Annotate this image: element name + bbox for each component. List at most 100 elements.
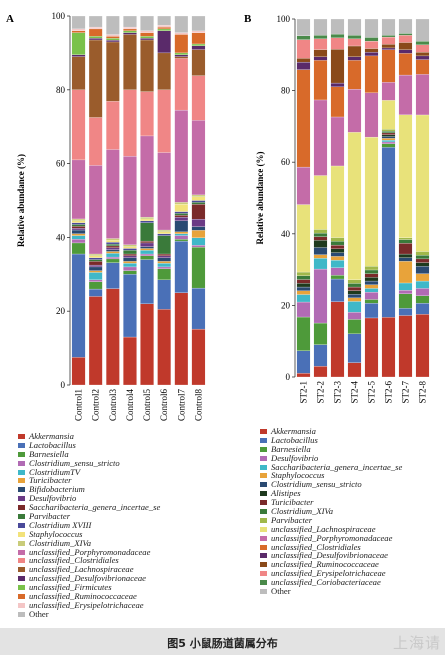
panel-a-legend-swatch [18, 593, 25, 599]
panel-a-segment-control1-unclassified-firmicutes [71, 32, 86, 55]
panel-a-segment-control3-unclassified-erysipelotrichaceae [106, 34, 120, 37]
panel-a-segment-control4-akkermansia [123, 336, 137, 386]
panel-b-bar-st2-7 [398, 18, 413, 378]
panel-b-segment-st2-2-desulfovibrio [313, 268, 328, 324]
panel-a-segment-control6-saccharibacteria-genera-incertae-se [157, 253, 171, 256]
panel-a-legend-item-parvibacter: Parvibacter [18, 512, 160, 521]
panel-b-segment-st2-7-akkermansia [398, 315, 413, 378]
panel-b-segment-st2-6-unclassified-erysipelotrichaceae [381, 36, 396, 45]
panel-a-segment-control3-clostridiumtv [106, 253, 120, 258]
panel-a-segment-control4-other [123, 15, 137, 28]
panel-b-segment-st2-5-unclassified-clostridiales [364, 55, 379, 93]
panel-b-y-tick-label-20: 20 [281, 300, 291, 310]
panel-b-segment-st2-4-desulfovibrio [347, 312, 362, 320]
panel-b-segment-st2-3-unclassified-erysipelotrichaceae [330, 37, 345, 50]
panel-a-legend-label: Clostridium_sensu_stricto [29, 457, 120, 468]
panel-a-segment-control7-turicibacter [174, 231, 189, 234]
watermark: 上海请 [392, 634, 441, 652]
panel-a-segment-control3-unclassified-ruminococcaceae [106, 36, 120, 39]
panel-a-segment-control6-bifidobacterium [157, 257, 171, 262]
panel-b-segment-st2-8-turicibacter [415, 258, 430, 263]
panel-b-segment-st2-1-staphylococcus [296, 290, 311, 295]
panel-b-segment-st2-6-staphylococcus [381, 138, 396, 141]
panel-a-segment-control7-desulfovibrio [174, 216, 189, 221]
panel-a-legend-item-clostridium-sensu-stricto: Clostridium_sensu_stricto [18, 457, 160, 468]
panel-a-x-tick-label-control2: Control2 [91, 389, 101, 421]
panel-a-legend-label: Clostridium_XIVa [29, 537, 92, 548]
panel-a-legend-swatch [18, 585, 25, 591]
panel-b-segment-st2-1-unclassified-porphyromonadaceae [296, 166, 311, 205]
panel-b-segment-st2-4-staphylococcus [347, 297, 362, 302]
panel-a-segment-control8-unclassified-firmicutes [191, 43, 206, 46]
panel-a-segment-control8-barnesiella [191, 246, 206, 289]
panel-b-segment-st2-6-unclassified-coriobacteriaceae [381, 35, 396, 38]
panel-a-segment-control5-unclassified-lachnospiraceae [140, 39, 154, 92]
panel-a-segment-control2-unclassified-lachnospiraceae [88, 39, 103, 118]
panel-a-legend-swatch [18, 496, 25, 502]
panel-a-segment-control6-barnesiella [157, 268, 171, 280]
panel-b-segment-st2-6-saccharibacteria-genera-incertae-se [381, 140, 396, 143]
panel-a-segment-control1-staphylococcus [71, 220, 86, 223]
panel-a-segment-control2-other [88, 15, 103, 28]
panel-a-x-tick-label-control6: Control6 [159, 389, 169, 422]
panel-a-legend-swatch [18, 522, 25, 528]
panel-a-legend-item-clostridiumtv: ClostridiumTV [18, 467, 160, 477]
panel-a-y-tick-label-60: 60 [56, 159, 66, 169]
panel-a-segment-control7-barnesiella [174, 239, 189, 242]
panel-b-segment-st2-5-unclassified-lachnospiraceae [364, 136, 379, 267]
panel-b-segment-st2-7-alistipes [398, 253, 413, 258]
panel-b-segment-st2-3-unclassified-porphyromonadaceae [330, 116, 345, 167]
panel-a-segment-control3-barnesiella [106, 258, 120, 263]
panel-b-segment-st2-4-unclassified-desulfovibrionaceae [347, 56, 362, 61]
panel-a-segment-control3-unclassified-desulfovibrionaceae [106, 39, 120, 43]
panel-b-segment-st2-3-clostridium-xiva [330, 241, 345, 246]
panel-b-segment-st2-6-unclassified-desulfovibrionaceae [381, 47, 396, 50]
panel-b-bar-st2-5 [364, 18, 379, 378]
panel-a-legend-swatch [18, 442, 25, 448]
panel-b-segment-st2-4-akkermansia [347, 362, 362, 378]
panel-b-legend-swatch [260, 544, 267, 550]
panel-a-segment-control6-clostridium-xiva [157, 229, 171, 232]
panel-a-segment-control7-clostridium-xviii [174, 211, 189, 214]
panel-b-legend-item-unclassified-clostridiales: unclassified_Clostridiales [260, 542, 402, 552]
panel-b-chart: B 0 20 40 60 80 100 Relative abundance (%) ST2-1… [244, 13, 430, 404]
panel-a-segment-control2-unclassified-porphyromonadaceae [88, 165, 103, 255]
panel-a-segment-control1-saccharibacteria-genera-incertae-se [71, 226, 86, 229]
panel-a-segment-control1-clostridium-sensu-stricto [71, 239, 86, 244]
panel-b-legend-swatch [260, 526, 267, 532]
panel-b-segment-st2-6-turicibacter [381, 132, 396, 135]
panel-a-segment-control2-bifidobacterium [88, 266, 103, 271]
panel-b-legend-label: Parvibacter [271, 514, 313, 525]
panel-a-legend-label: unclassified_Lachnospiraceae [29, 564, 134, 575]
panel-b-segment-st2-4-unclassified-lachnospiraceae [347, 132, 362, 280]
panel-b-legend-item-clostridium-sensu-stricto: Clostridium_sensu_stricto [260, 480, 402, 489]
panel-b-segment-st2-5-barnesiella [364, 299, 379, 304]
panel-a-segment-control5-lactobacillus [140, 259, 154, 304]
panel-a-segment-control5-unclassified-erysipelotrichaceae [140, 30, 154, 33]
panel-a-segment-control6-clostridiumtv [157, 263, 171, 268]
panel-b-segment-st2-4-turicibacter [347, 286, 362, 291]
panel-a-segment-control1-lactobacillus [71, 253, 86, 358]
panel-a-legend-label: Desulfovibrio [29, 493, 77, 504]
panel-a-segment-control2-unclassified-firmicutes [88, 36, 103, 39]
panel-a-y-tick-label-0: 0 [61, 380, 66, 390]
panel-b-bar-st2-1 [296, 18, 311, 378]
panel-b-legend-label: Clostridium_XIVa [271, 506, 334, 517]
panel-a-segment-control6-unclassified-porphyromonadaceae [157, 152, 171, 231]
panel-b-segment-st2-7-unclassified-ruminococcaceae [398, 42, 413, 50]
panel-b-segment-st2-1-turicibacter [296, 279, 311, 284]
panel-b-segment-st2-7-staphylococcus [398, 261, 413, 284]
panel-a-y-axis-label: Relative abundance (%) [16, 154, 26, 247]
panel-a-legend-item-clostridium-xviii: Clostridium XVIII [18, 521, 160, 530]
panel-a-segment-control4-lactobacillus [123, 274, 137, 338]
panel-a-segment-control7-unclassified-clostridiales [174, 58, 189, 111]
panel-b-segment-st2-3-desulfovibrio [330, 267, 345, 276]
panel-a-segment-control4-unclassified-clostridiales [123, 89, 137, 157]
panel-b-segment-st2-2-parvibacter [313, 229, 328, 234]
panel-b-segment-st2-6-alistipes [381, 134, 396, 137]
panel-a-segment-control5-clostridium-sensu-stricto [140, 253, 154, 256]
panel-a-segment-control2-unclassified-desulfovibrionaceae [88, 38, 103, 41]
panel-b-segment-st2-6-unclassified-ruminococcaceae [381, 44, 396, 49]
panel-a-segment-control3-clostridium-sensu-stricto [106, 256, 120, 260]
panel-b-segment-st2-2-unclassified-erysipelotrichaceae [313, 38, 328, 50]
